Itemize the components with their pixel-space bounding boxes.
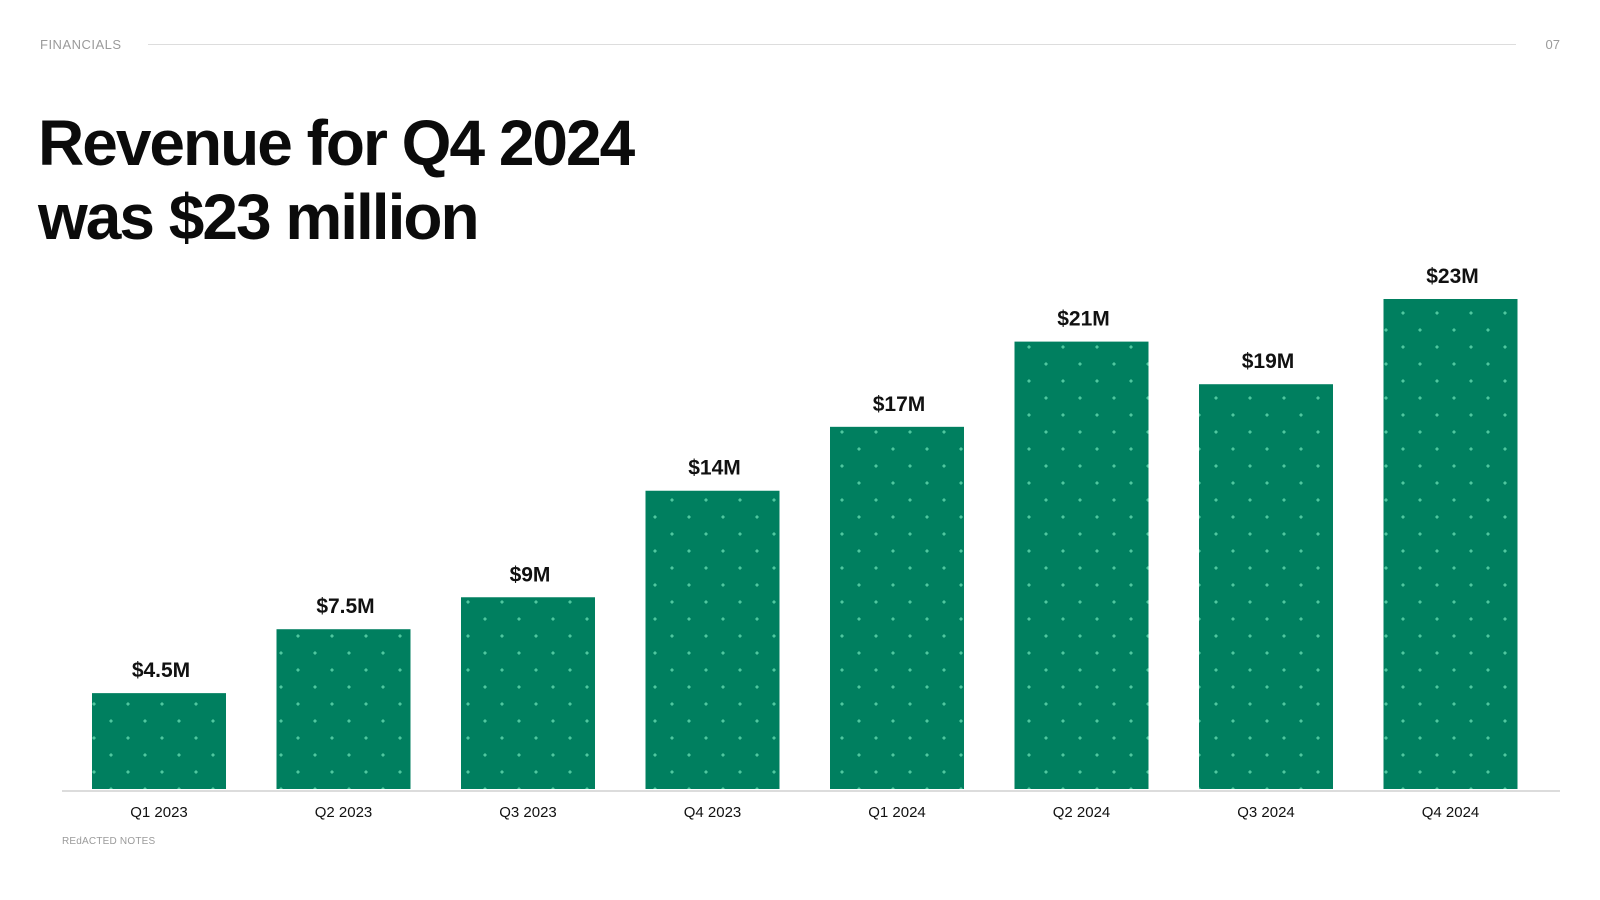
page-title: Revenue for Q4 2024 was $23 million	[38, 106, 798, 254]
bar-q1-2023	[92, 693, 226, 789]
value-labels-layer: $4.5M $7.5M $9M $14M $17M $21M $19M $23M	[132, 265, 1479, 682]
data-label: $17M	[873, 393, 926, 416]
page-number: 07	[1545, 37, 1560, 52]
data-label: $9M	[510, 563, 551, 586]
header-divider	[148, 44, 1516, 45]
footnote: REdACTED NOTES	[62, 836, 156, 847]
bar-q2-2023	[276, 629, 411, 789]
page-title-line-1: Revenue for Q4 2024	[38, 107, 635, 179]
bar-q1-2024	[830, 426, 964, 789]
x-tick-label: Q1 2024	[868, 804, 926, 821]
data-label: $14M	[688, 457, 741, 480]
page-title-line-2: was $23 million	[38, 181, 480, 253]
bar-q2-2024	[1014, 341, 1149, 789]
x-tick-label: Q4 2023	[684, 804, 742, 821]
bar-q4-2023	[645, 490, 780, 789]
slide-header: FINANCIALS 07	[40, 36, 1560, 54]
x-tick-label: Q3 2024	[1237, 804, 1295, 821]
bar-q4-2024	[1383, 299, 1518, 789]
x-tick-label: Q4 2024	[1422, 804, 1480, 821]
data-label: $21M	[1057, 308, 1110, 331]
data-label: $7.5M	[316, 595, 374, 618]
bar-q3-2023	[461, 597, 595, 789]
data-label: $19M	[1242, 350, 1295, 373]
section-label: FINANCIALS	[40, 37, 122, 52]
x-tick-label: Q1 2023	[130, 804, 188, 821]
data-label: $4.5M	[132, 659, 190, 682]
bars-layer	[92, 299, 1518, 789]
x-tick-labels-layer: Q1 2023 Q2 2023 Q3 2023 Q4 2023 Q1 2024 Q2 20…	[130, 804, 1479, 821]
x-tick-label: Q2 2023	[315, 804, 373, 821]
x-tick-label: Q3 2023	[499, 804, 557, 821]
data-label: $23M	[1426, 265, 1479, 288]
bar-q3-2024	[1199, 384, 1333, 789]
x-tick-label: Q2 2024	[1053, 804, 1111, 821]
